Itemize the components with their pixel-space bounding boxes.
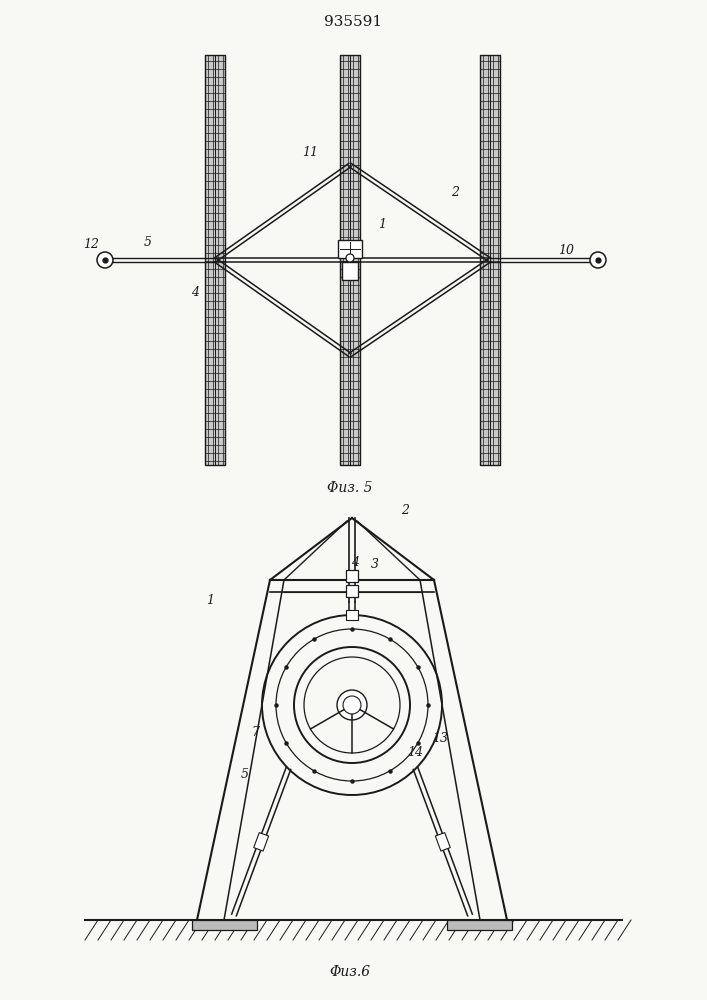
Text: 5: 5 — [144, 235, 152, 248]
Bar — [436, 833, 450, 851]
Text: 2: 2 — [451, 186, 459, 198]
Text: 13: 13 — [432, 732, 448, 744]
Circle shape — [590, 252, 606, 268]
Polygon shape — [205, 55, 215, 465]
Bar — [346, 570, 358, 582]
Bar — [338, 240, 362, 258]
Text: 1: 1 — [206, 593, 214, 606]
Text: Φиз. 5: Φиз. 5 — [327, 481, 373, 495]
Text: 10: 10 — [558, 243, 574, 256]
Text: 11: 11 — [302, 145, 318, 158]
Bar — [254, 833, 269, 851]
Text: 3: 3 — [371, 558, 379, 570]
Bar — [346, 585, 358, 597]
Polygon shape — [340, 55, 350, 465]
Polygon shape — [490, 55, 500, 465]
Polygon shape — [480, 55, 490, 465]
Text: 14: 14 — [407, 746, 423, 758]
Circle shape — [337, 690, 367, 720]
Text: 935591: 935591 — [324, 15, 382, 29]
Bar — [192, 920, 257, 930]
Bar — [346, 610, 358, 620]
Bar — [447, 920, 512, 930]
Circle shape — [346, 254, 354, 262]
Bar — [342, 262, 358, 280]
Text: 12: 12 — [83, 237, 99, 250]
Text: Φиз.6: Φиз.6 — [329, 965, 370, 979]
Polygon shape — [350, 55, 360, 465]
Circle shape — [343, 696, 361, 714]
Polygon shape — [215, 55, 225, 465]
Text: 4: 4 — [351, 556, 359, 568]
Text: 4: 4 — [191, 286, 199, 298]
Text: 7: 7 — [251, 726, 259, 738]
Text: 1: 1 — [378, 219, 386, 232]
Text: 5: 5 — [241, 768, 249, 782]
Circle shape — [97, 252, 113, 268]
Text: 2: 2 — [401, 504, 409, 516]
